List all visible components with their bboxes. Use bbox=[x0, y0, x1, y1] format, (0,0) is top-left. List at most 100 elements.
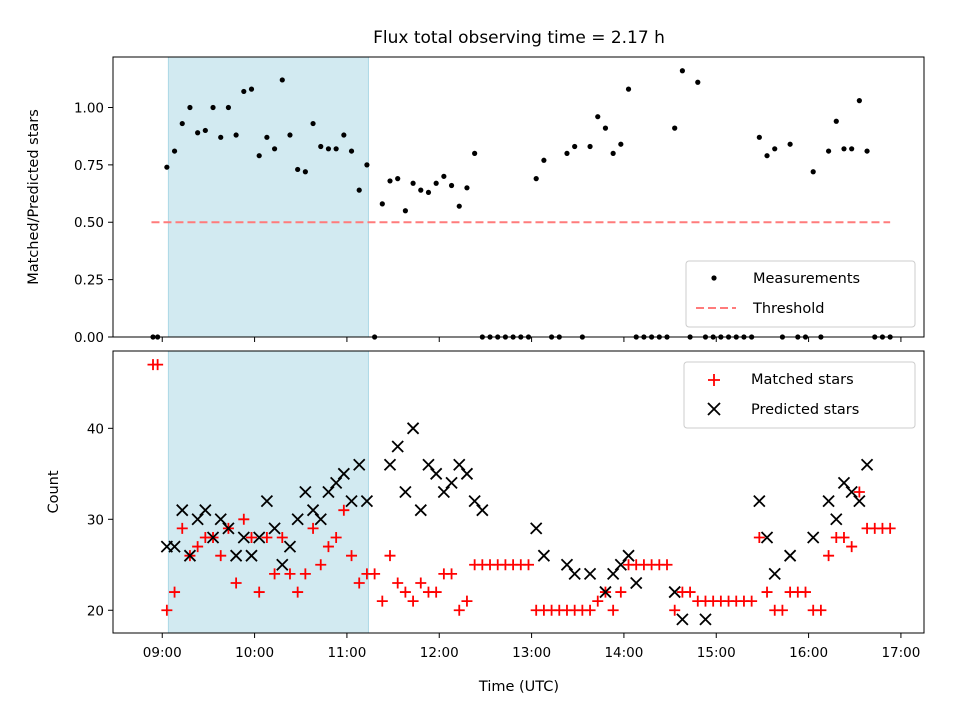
measurement-point bbox=[202, 127, 208, 134]
top-y-tick-label: 1.00 bbox=[74, 100, 104, 116]
matched-star-point bbox=[176, 522, 188, 534]
predicted-star-point bbox=[345, 494, 358, 508]
measurement-point bbox=[849, 146, 855, 152]
measurement-point bbox=[356, 187, 362, 193]
predicted-star-point bbox=[414, 504, 427, 517]
predicted-star-point bbox=[807, 531, 820, 544]
measurement-point bbox=[448, 182, 455, 189]
predicted-star-point bbox=[845, 485, 858, 499]
measurement-point bbox=[171, 148, 178, 154]
predicted-star-point bbox=[453, 458, 466, 471]
predicted-star-point bbox=[783, 549, 797, 562]
predicted-star-point bbox=[699, 613, 712, 626]
matched-star-point bbox=[369, 568, 381, 580]
top-y-tick-label: 0.00 bbox=[74, 330, 104, 346]
matched-star-point bbox=[276, 531, 288, 543]
predicted-star-point bbox=[399, 485, 412, 499]
matched-star-point bbox=[884, 522, 896, 534]
matched-star-point bbox=[615, 586, 627, 598]
measurement-point bbox=[164, 164, 170, 170]
matched-star-point bbox=[322, 541, 334, 553]
bottom-panel-ticks: 09:00 10:00 11:00 12:00 13:00 14:00 15:00 16:00… bbox=[87, 421, 921, 661]
matched-star-point bbox=[846, 541, 858, 553]
matched-star-point bbox=[800, 586, 812, 598]
predicted-star-point bbox=[199, 504, 212, 517]
predicted-star-point bbox=[360, 494, 374, 508]
matched-star-point bbox=[838, 531, 850, 543]
measurement-point bbox=[310, 120, 316, 127]
matched-star-point bbox=[446, 568, 458, 580]
predicted-star-point bbox=[599, 585, 612, 599]
matched-star-point bbox=[753, 531, 765, 543]
matched-star-point bbox=[169, 586, 181, 598]
measurement-point bbox=[772, 146, 778, 152]
predicted-star-point bbox=[476, 504, 489, 517]
measurement-point bbox=[856, 98, 862, 104]
measurement-point bbox=[418, 187, 424, 193]
measurement-point bbox=[610, 150, 616, 156]
top-panel-frame bbox=[112, 56, 925, 338]
measurement-point bbox=[333, 146, 339, 152]
matched-star-point bbox=[392, 577, 404, 589]
chart-title: Flux total observing time = 2.17 h bbox=[373, 28, 665, 48]
predicted-star-point bbox=[676, 613, 689, 626]
measurement-point bbox=[241, 88, 247, 95]
legend-measurements-label: Measurements bbox=[753, 271, 860, 287]
matched-star-point bbox=[307, 522, 319, 534]
measurement-point bbox=[279, 77, 285, 83]
predicted-star-point bbox=[830, 513, 843, 526]
legend-predicted-marker bbox=[707, 402, 721, 416]
x-tick-label: 14:00 bbox=[604, 645, 643, 661]
predicted-star-point bbox=[306, 504, 320, 517]
measurement-point bbox=[179, 120, 185, 127]
matched-star-point bbox=[430, 586, 442, 598]
measurement-point bbox=[433, 180, 439, 186]
measurement-point bbox=[587, 143, 593, 150]
bottom-panel-frame bbox=[112, 350, 925, 634]
measurement-point bbox=[833, 118, 839, 124]
matched-star-point bbox=[761, 586, 773, 598]
measurement-point bbox=[195, 130, 201, 136]
bottom-legend-box bbox=[683, 361, 916, 429]
predicted-star-point bbox=[222, 522, 235, 535]
matched-star-point bbox=[415, 577, 427, 589]
measurement-point bbox=[410, 180, 416, 186]
predicted-star-point bbox=[622, 549, 635, 562]
matched-star-point bbox=[661, 559, 673, 571]
top-y-tick-label: 0.75 bbox=[74, 158, 104, 174]
predicted-star-point bbox=[191, 513, 204, 526]
measurement-point bbox=[218, 134, 224, 140]
predicted-star-point bbox=[753, 494, 766, 508]
top-shaded-interval bbox=[167, 56, 369, 338]
predicted-star-point bbox=[537, 549, 551, 562]
predicted-star-point bbox=[468, 494, 481, 508]
matched-star-point bbox=[230, 577, 242, 589]
matched-star-point bbox=[292, 586, 304, 598]
matched-star-point bbox=[238, 513, 250, 525]
matched-star-point bbox=[746, 595, 758, 607]
legend-matched-marker bbox=[708, 374, 720, 386]
top-legend-box bbox=[685, 260, 916, 328]
predicted-star-point bbox=[583, 567, 597, 581]
predicted-star-point bbox=[860, 458, 874, 471]
predicted-star-point bbox=[283, 540, 297, 553]
bottom-y-tick-label: 40 bbox=[87, 421, 104, 437]
x-tick-label: 15:00 bbox=[697, 645, 736, 661]
matched-star-point bbox=[315, 559, 327, 571]
x-tick-label: 12:00 bbox=[420, 645, 459, 661]
predicted-star-point bbox=[568, 567, 581, 581]
measurement-point bbox=[625, 86, 632, 92]
legend-matched-label: Matched stars bbox=[751, 372, 854, 388]
top-y-axis-label: Matched/Predicted stars bbox=[26, 109, 42, 285]
matched-star-point bbox=[161, 604, 173, 616]
matched-star-point bbox=[269, 568, 281, 580]
x-axis-label: Time (UTC) bbox=[478, 679, 559, 695]
measurement-point bbox=[379, 201, 385, 207]
measurement-point bbox=[764, 153, 770, 159]
measurement-point bbox=[841, 146, 847, 152]
predicted-star-point bbox=[837, 476, 851, 490]
measurement-point bbox=[564, 150, 570, 156]
predicted-star-point bbox=[253, 531, 266, 544]
predicted-star-point bbox=[337, 467, 350, 480]
matched-star-point bbox=[407, 595, 419, 607]
